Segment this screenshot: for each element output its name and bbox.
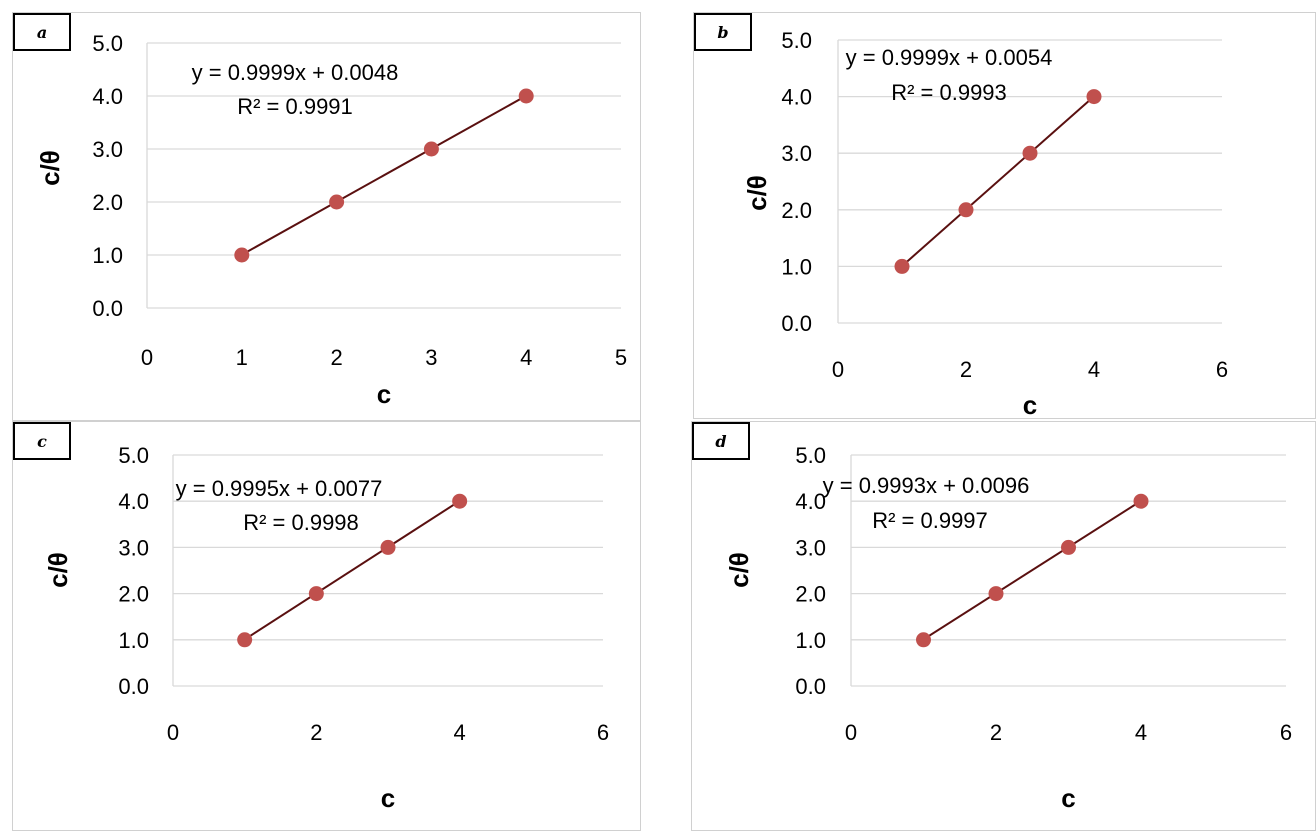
trendline-equation: y = 0.9993x + 0.0096 [823, 473, 1030, 498]
y-tick-label: 1.0 [795, 628, 826, 653]
y-tick-label: 4.0 [92, 84, 123, 109]
x-axis-title: c [1023, 390, 1037, 420]
chart-panel-c: c 0.0 1.0 2.0 3.0 4.0 5.0 0 2 4 6 y = 0.9995x + 0.… [12, 421, 641, 831]
y-tick-label: 3.0 [118, 535, 149, 560]
data-point [234, 247, 250, 263]
data-point [518, 88, 534, 104]
x-tick-label: 2 [960, 357, 972, 382]
y-tick-label: 2.0 [118, 582, 149, 607]
x-tick-label: 0 [141, 345, 153, 370]
y-tick-label: 4.0 [781, 85, 812, 110]
trendline-equation: y = 0.9995x + 0.0077 [176, 476, 383, 501]
y-tick-label: 1.0 [781, 254, 812, 279]
y-tick-label: 0.0 [781, 311, 812, 336]
y-tick-label: 0.0 [92, 296, 123, 321]
y-tick-label: 0.0 [795, 674, 826, 699]
trendline [922, 500, 1142, 641]
data-point [237, 632, 253, 648]
y-tick-label: 2.0 [781, 198, 812, 223]
x-tick-label: 0 [845, 720, 857, 745]
y-axis-title: c/θ [724, 552, 754, 588]
x-tick-label: 4 [454, 720, 466, 745]
y-tick-label: 2.0 [795, 582, 826, 607]
y-tick-label: 2.0 [92, 190, 123, 215]
data-point [329, 194, 345, 210]
data-point [423, 141, 439, 157]
r-squared-label: R² = 0.9997 [872, 508, 988, 533]
x-tick-label: 4 [1088, 357, 1100, 382]
trendline-equation: y = 0.9999x + 0.0054 [846, 45, 1053, 70]
x-axis-title: c [377, 379, 391, 409]
y-tick-label: 3.0 [92, 137, 123, 162]
y-tick-label: 5.0 [92, 31, 123, 56]
x-tick-label: 6 [1280, 720, 1292, 745]
chart-a-svg: 0.0 1.0 2.0 3.0 4.0 5.0 0 1 2 3 4 5 y = 0.9999x + 0.… [35, 31, 627, 409]
y-tick-label: 4.0 [118, 489, 149, 514]
data-point [1086, 89, 1102, 105]
y-tick-label: 4.0 [795, 489, 826, 514]
x-tick-label: 2 [330, 345, 342, 370]
trendline-equation: y = 0.9999x + 0.0048 [192, 60, 399, 85]
x-tick-label: 5 [615, 345, 627, 370]
x-tick-label: 0 [832, 357, 844, 382]
chart-panel-a: a 0.0 1.0 2.0 3.0 4.0 5.0 0 1 2 3 4 5 y = 0.9999x + … [12, 12, 641, 421]
y-tick-label: 5.0 [118, 443, 149, 468]
data-point [452, 493, 468, 509]
y-tick-label: 1.0 [92, 243, 123, 268]
data-point [894, 258, 910, 274]
data-point [988, 586, 1004, 602]
r-squared-label: R² = 0.9998 [243, 510, 359, 535]
data-point [1061, 539, 1076, 555]
y-tick-label: 0.0 [118, 674, 149, 699]
y-axis-title: c/θ [35, 150, 65, 186]
y-axis-title: c/θ [43, 552, 73, 588]
x-tick-label: 6 [597, 720, 609, 745]
data-point [1133, 493, 1149, 509]
chart-panel-b: b 0.0 1.0 2.0 3.0 4.0 5.0 0 2 4 6 y = 0.9999x + 0.… [693, 12, 1316, 420]
y-tick-label: 5.0 [781, 28, 812, 53]
y-axis-title: c/θ [742, 175, 772, 211]
data-point [308, 586, 324, 602]
x-axis-title: c [381, 783, 395, 813]
trendline [901, 95, 1095, 267]
x-tick-label: 2 [310, 720, 322, 745]
x-tick-label: 2 [990, 720, 1002, 745]
y-tick-label: 5.0 [795, 443, 826, 468]
x-tick-label: 3 [425, 345, 437, 370]
r-squared-label: R² = 0.9993 [891, 80, 1007, 105]
x-tick-label: 4 [520, 345, 532, 370]
trendline [241, 94, 527, 256]
chart-d-svg: 0.0 1.0 2.0 3.0 4.0 5.0 0 2 4 6 y = 0.9993x + 0.00… [724, 443, 1292, 813]
panel-label-d: d [692, 422, 750, 460]
x-tick-label: 1 [236, 345, 248, 370]
x-axis-title: c [1061, 783, 1075, 813]
data-point [958, 202, 974, 218]
r-squared-label: R² = 0.9991 [237, 94, 353, 119]
y-tick-label: 3.0 [781, 141, 812, 166]
panel-label-b: b [694, 13, 752, 51]
y-tick-label: 1.0 [118, 628, 149, 653]
panel-label-a: a [13, 13, 71, 51]
chart-b-svg: 0.0 1.0 2.0 3.0 4.0 5.0 0 2 4 6 y = 0.9999x + 0.00… [742, 28, 1228, 420]
x-tick-label: 4 [1135, 720, 1147, 745]
data-point [380, 539, 396, 555]
trendline [244, 500, 461, 641]
panel-label-c: c [13, 422, 71, 460]
chart-c-svg: 0.0 1.0 2.0 3.0 4.0 5.0 0 2 4 6 y = 0.9995x + 0.00… [43, 443, 609, 813]
x-tick-label: 6 [1216, 357, 1228, 382]
x-tick-label: 0 [167, 720, 179, 745]
y-tick-label: 3.0 [795, 535, 826, 560]
data-point [916, 632, 931, 648]
chart-panel-d: d 0.0 1.0 2.0 3.0 4.0 5.0 0 2 4 6 y = 0.9993x + 0.… [691, 421, 1316, 831]
data-point [1022, 145, 1038, 161]
